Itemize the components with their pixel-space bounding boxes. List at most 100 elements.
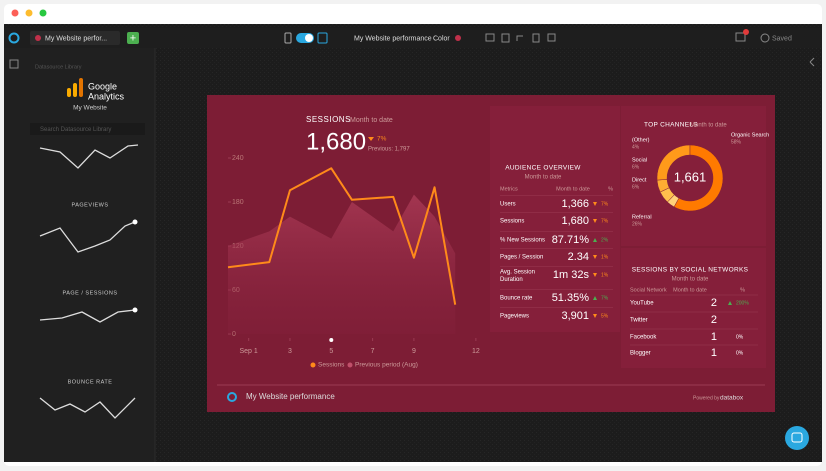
metric-label: PAGEVIEWS	[71, 202, 108, 208]
x-tick-label: 3	[288, 348, 292, 355]
icon-copy[interactable]	[501, 33, 510, 43]
ga-bar	[73, 83, 77, 97]
tv-view[interactable]	[317, 32, 328, 44]
slice-label: Organic Search	[731, 132, 769, 138]
icon-notify[interactable]	[735, 32, 746, 42]
headline-value: 1,680	[306, 128, 366, 155]
icon-share[interactable]	[516, 35, 523, 41]
row-value: 1	[711, 331, 717, 343]
dashboard-select[interactable]	[30, 31, 120, 45]
ga-bar	[79, 78, 83, 97]
collapse[interactable]	[809, 57, 815, 67]
widget-subtitle: Month to date	[350, 117, 393, 124]
column-header: Month to date	[556, 186, 590, 192]
legend-label: Previous period (Aug)	[355, 362, 418, 369]
notify-badge	[743, 29, 749, 35]
color-swatch[interactable]	[455, 35, 461, 41]
row-value: 1,366	[561, 198, 589, 210]
row-change: 200%	[736, 300, 749, 306]
hover-dot	[329, 338, 334, 342]
chat-button[interactable]	[785, 426, 809, 450]
x-tick-label: 7	[371, 348, 375, 355]
trend-down	[593, 219, 597, 223]
row-value: 2.34	[568, 251, 589, 263]
sidebar	[4, 48, 155, 462]
maximize-dot[interactable]	[39, 9, 47, 17]
footer-logo	[227, 392, 237, 402]
row-change: 5%	[601, 313, 609, 319]
phone-view[interactable]	[284, 32, 292, 44]
column-header: Social Network	[630, 287, 667, 293]
slice-value: 6%	[632, 184, 640, 190]
legend-label: Sessions	[318, 362, 345, 369]
row-change: 0%	[736, 350, 744, 356]
close-dot[interactable]	[11, 9, 19, 17]
row-change: 2%	[601, 237, 609, 243]
legend-swatch	[347, 362, 353, 368]
slice-label: (Other)	[632, 137, 650, 143]
add-button[interactable]	[127, 32, 139, 44]
dashboard-title: My Website performance	[354, 35, 432, 42]
row-change: 1%	[601, 254, 609, 260]
trend-down	[593, 255, 597, 259]
row-value: 1,680	[561, 215, 589, 227]
minimize-dot[interactable]	[25, 9, 33, 17]
donut-slice	[673, 144, 724, 212]
slice-label: Social	[632, 157, 647, 163]
change-value: 7%	[377, 136, 387, 143]
social-panel	[621, 248, 766, 368]
sparkline	[39, 221, 136, 253]
sparkline	[39, 397, 136, 419]
row-change: 7%	[601, 295, 609, 301]
line	[227, 167, 457, 305]
icon-delete[interactable]	[532, 33, 540, 43]
table-subtitle: Month to date	[525, 175, 562, 181]
sparkline-end	[132, 307, 138, 313]
row-change: 7%	[601, 201, 609, 207]
footer-title: My Website performance	[246, 392, 335, 401]
x-tick-label: 9	[412, 348, 416, 355]
column-header: Metrics	[500, 186, 518, 192]
legend-swatch	[310, 362, 316, 368]
toolbar	[4, 28, 822, 48]
row-label: Twitter	[630, 318, 648, 324]
app-logo[interactable]	[8, 32, 20, 44]
search-box[interactable]	[30, 123, 145, 135]
chat-icon	[791, 432, 803, 443]
icon-screen[interactable]	[485, 33, 495, 42]
row-label: % New Sessions	[500, 238, 545, 244]
slice-label: Direct	[632, 177, 647, 183]
trend-arrow	[368, 137, 374, 141]
trend-up	[728, 301, 732, 305]
widget-title: TOP CHANNELS	[644, 122, 698, 129]
row-value: 87.71%	[552, 234, 590, 246]
row-label: Bounce rate	[500, 296, 533, 302]
save-status: Saved	[772, 35, 792, 42]
row-change: 1%	[601, 272, 609, 278]
row-value: 51.35%	[552, 292, 590, 304]
row-label: Sessions	[500, 219, 524, 225]
y-tick-label: 0	[232, 331, 236, 338]
row-change: 7%	[601, 218, 609, 224]
icon-settings[interactable]	[547, 33, 556, 42]
toolbar-icons	[9, 32, 815, 69]
trend-down	[593, 314, 597, 318]
dashboard-name: My Website perfor...	[45, 35, 107, 42]
ga-bar	[67, 88, 71, 97]
row-value: 3,901	[561, 310, 589, 322]
y-tick-label: 240	[232, 155, 244, 162]
row-label: Facebook	[630, 335, 657, 341]
sparklines	[39, 144, 139, 419]
slice-label: Referral	[632, 214, 652, 220]
account-name: My Website	[73, 105, 107, 112]
color-label: Color	[433, 35, 450, 42]
add-icon: +	[130, 32, 136, 44]
icon-library[interactable]	[9, 59, 19, 69]
slice-value: 4%	[632, 144, 640, 150]
brand-line: Analytics	[88, 91, 125, 101]
table-title: SESSIONS BY SOCIAL NETWORKS	[632, 267, 749, 274]
sparkline-end	[132, 219, 138, 225]
widget-title: SESSIONS	[306, 115, 351, 124]
powered-by: Powered by	[693, 395, 720, 401]
